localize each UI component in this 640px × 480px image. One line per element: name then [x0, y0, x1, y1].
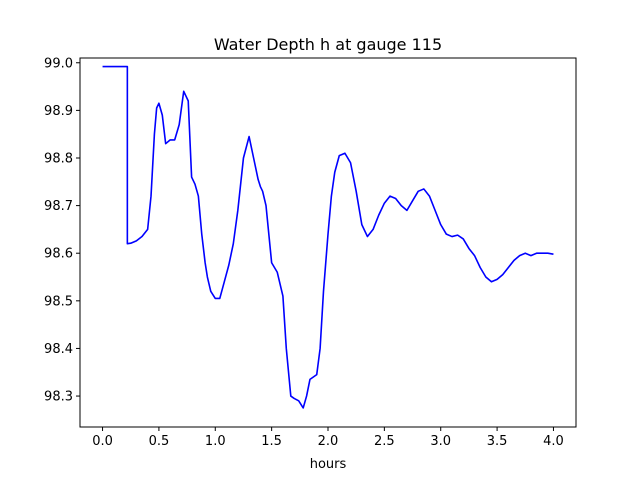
y-tick-label: 98.6 [44, 247, 73, 262]
x-tick-label: 1.5 [261, 434, 282, 449]
y-tick-label: 98.3 [44, 390, 73, 405]
x-tick-label: 1.0 [205, 434, 226, 449]
series-line-0 [102, 65, 554, 409]
y-tick-label: 98.9 [44, 104, 73, 119]
y-tick-label: 98.5 [44, 294, 73, 309]
x-tick-label: 3.5 [487, 434, 508, 449]
plot-area: 0.0 0.5 1.0 1.5 2.0 2.5 3.0 3.5 4.0 98.3 98.4 98.5 9… [44, 56, 577, 449]
x-tick-label: 0.5 [149, 434, 170, 449]
chart-title: Water Depth h at gauge 115 [214, 35, 442, 54]
y-tick-label: 98.7 [44, 199, 73, 214]
x-tick-label: 4.0 [543, 434, 564, 449]
x-tick-label: 2.0 [318, 434, 339, 449]
x-axis-label: hours [310, 457, 347, 472]
y-tick-label: 99.0 [44, 56, 73, 71]
x-tick-label: 3.0 [430, 434, 451, 449]
y-tick-label: 98.8 [44, 151, 73, 166]
x-tick-label: 0.0 [92, 434, 113, 449]
y-tick-label: 98.4 [44, 342, 73, 357]
x-tick-label: 2.5 [374, 434, 395, 449]
